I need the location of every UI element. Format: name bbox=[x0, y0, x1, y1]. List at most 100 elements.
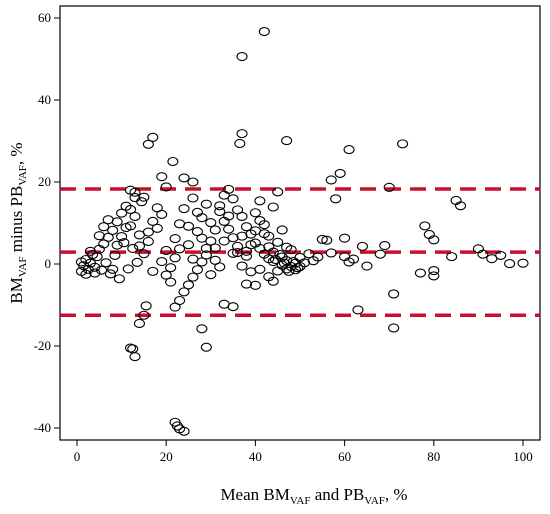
data-point bbox=[187, 254, 199, 264]
data-point bbox=[379, 241, 391, 251]
data-point bbox=[129, 352, 141, 362]
data-point bbox=[109, 250, 121, 260]
data-point bbox=[142, 139, 154, 149]
data-point bbox=[182, 240, 195, 250]
data-point bbox=[232, 247, 244, 258]
data-point bbox=[140, 301, 152, 311]
data-point bbox=[232, 241, 244, 251]
data-point bbox=[276, 225, 288, 235]
y-axis-title: BMVAF minus PBVAF, % bbox=[7, 142, 29, 303]
data-point bbox=[200, 250, 212, 260]
data-point bbox=[245, 240, 257, 250]
data-point bbox=[151, 203, 163, 213]
data-point bbox=[167, 156, 179, 167]
data-point bbox=[182, 221, 195, 231]
data-point bbox=[118, 238, 130, 248]
data-point bbox=[107, 225, 119, 235]
data-point bbox=[165, 263, 177, 273]
data-point bbox=[258, 26, 270, 37]
data-point bbox=[151, 223, 163, 233]
data-point bbox=[240, 279, 253, 289]
data-point bbox=[122, 264, 134, 274]
data-point bbox=[374, 249, 386, 259]
data-point bbox=[281, 136, 293, 146]
data-point bbox=[182, 280, 195, 290]
data-point bbox=[325, 175, 337, 185]
data-point bbox=[249, 280, 261, 290]
y-tick-label: -40 bbox=[34, 420, 51, 435]
x-tick-label: 0 bbox=[74, 449, 81, 464]
data-point bbox=[347, 254, 360, 264]
data-point bbox=[131, 257, 143, 267]
data-point bbox=[165, 277, 177, 287]
data-point bbox=[343, 145, 355, 155]
data-point bbox=[124, 185, 137, 195]
data-point bbox=[218, 236, 230, 246]
data-point bbox=[446, 252, 458, 262]
data-point bbox=[209, 225, 221, 235]
data-point bbox=[209, 255, 221, 265]
data-point bbox=[383, 182, 395, 192]
data-point bbox=[428, 235, 440, 245]
data-point bbox=[142, 236, 154, 246]
data-point bbox=[236, 231, 248, 241]
data-point bbox=[303, 249, 315, 259]
data-point bbox=[100, 258, 112, 268]
data-point bbox=[236, 129, 248, 139]
data-point bbox=[272, 187, 284, 197]
data-point bbox=[227, 233, 239, 243]
data-point bbox=[116, 208, 128, 218]
data-point bbox=[138, 249, 150, 259]
data-point bbox=[133, 318, 145, 329]
data-point bbox=[312, 252, 324, 262]
data-point bbox=[147, 266, 159, 276]
data-point bbox=[95, 265, 108, 275]
data-point bbox=[178, 204, 190, 214]
data-point bbox=[504, 259, 516, 269]
data-point bbox=[196, 324, 208, 334]
data-point bbox=[254, 196, 266, 206]
data-point bbox=[84, 246, 96, 256]
data-point bbox=[234, 138, 246, 149]
data-point bbox=[187, 193, 199, 203]
data-point bbox=[200, 243, 212, 253]
data-point bbox=[156, 172, 168, 182]
data-point bbox=[129, 193, 141, 203]
data-point bbox=[187, 177, 199, 187]
data-point bbox=[283, 266, 295, 276]
x-tick-label: 40 bbox=[249, 449, 262, 464]
data-point bbox=[196, 233, 208, 243]
data-point bbox=[495, 250, 507, 260]
data-point bbox=[200, 199, 212, 209]
data-point bbox=[107, 264, 119, 274]
data-point bbox=[98, 222, 110, 232]
data-point bbox=[269, 254, 282, 265]
data-point bbox=[281, 242, 293, 252]
data-point bbox=[339, 233, 351, 243]
data-point bbox=[428, 266, 440, 276]
plot-frame bbox=[59, 5, 541, 441]
x-tick-label: 80 bbox=[427, 449, 440, 464]
x-tick-label: 20 bbox=[160, 449, 173, 464]
data-point bbox=[171, 421, 183, 431]
data-point bbox=[240, 251, 253, 261]
data-point bbox=[169, 302, 181, 312]
y-tick-label: 20 bbox=[38, 174, 51, 189]
data-point bbox=[160, 270, 172, 280]
data-point bbox=[330, 194, 342, 204]
data-point bbox=[316, 234, 328, 244]
data-point bbox=[397, 139, 409, 149]
data-point bbox=[232, 205, 244, 215]
x-axis-title: Mean BMVAF and PBVAF, % bbox=[220, 485, 407, 507]
data-point bbox=[477, 249, 489, 259]
data-point bbox=[93, 231, 105, 241]
data-point bbox=[169, 253, 181, 263]
data-point bbox=[156, 256, 168, 267]
data-point bbox=[200, 342, 212, 352]
data-point bbox=[240, 222, 253, 232]
data-point bbox=[414, 268, 426, 278]
data-point bbox=[209, 243, 221, 253]
data-point bbox=[352, 305, 364, 315]
data-point bbox=[361, 261, 373, 271]
data-point bbox=[113, 274, 125, 284]
